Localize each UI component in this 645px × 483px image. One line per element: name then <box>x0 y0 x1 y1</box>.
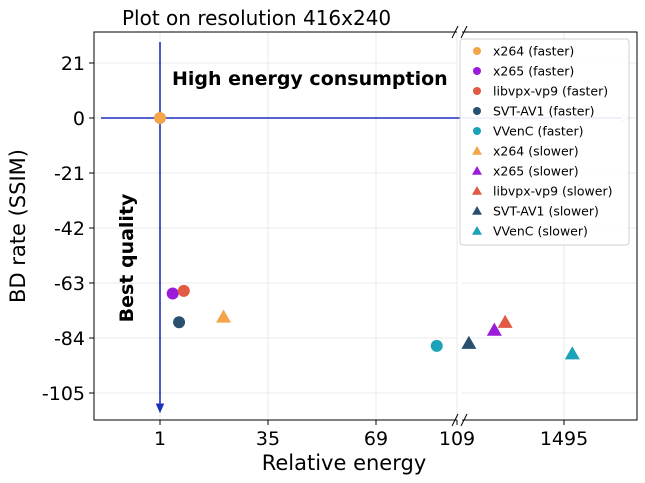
x-tick-label: 35 <box>256 428 280 450</box>
data-point <box>497 314 513 328</box>
legend-box <box>459 38 630 246</box>
legend-label: VVenC (slower) <box>493 224 588 239</box>
legend-label: SVT-AV1 (slower) <box>493 204 599 219</box>
data-point <box>486 322 502 336</box>
data-point <box>154 112 166 124</box>
data-points <box>154 112 580 360</box>
y-tick-label: 21 <box>61 53 85 75</box>
annotation-best-quality: Best quality <box>116 193 138 322</box>
axis-ticks: 21 0 -21 -42 -63 -84 -105 1 35 69 109 1495 <box>42 53 588 450</box>
x-tick-label: 1 <box>154 428 166 450</box>
annotation-high-energy: High energy consumption <box>172 68 448 90</box>
right-frame <box>462 31 638 421</box>
legend-label: VVenC (faster) <box>493 124 584 139</box>
legend-marker <box>472 186 482 195</box>
plot-frame <box>93 25 638 427</box>
legend-marker <box>473 107 481 115</box>
data-point <box>430 339 443 352</box>
data-point <box>461 335 477 349</box>
x-tick-label: 69 <box>364 428 388 450</box>
axis-break-mark <box>460 413 468 427</box>
left-frame <box>93 31 457 421</box>
legend: x264 (faster) x265 (faster) libvpx-vp9 (fa… <box>459 38 630 246</box>
data-point <box>166 287 179 300</box>
data-point <box>177 284 190 297</box>
legend-label: SVT-AV1 (faster) <box>493 104 595 119</box>
data-point <box>173 316 186 329</box>
legend-marker <box>473 127 481 135</box>
legend-label: libvpx-vp9 (faster) <box>493 84 608 99</box>
legend-label: x264 (faster) <box>493 44 574 59</box>
legend-marker <box>473 87 481 95</box>
data-point <box>216 309 232 323</box>
y-axis-title: BD rate (SSIM) <box>6 149 30 303</box>
legend-marker <box>472 206 482 215</box>
axis-break-mark <box>451 25 459 39</box>
legend-label: x265 (slower) <box>493 164 579 179</box>
legend-marker <box>472 166 482 175</box>
y-tick-label: -105 <box>42 383 85 405</box>
y-tick-label: -42 <box>54 218 85 240</box>
legend-marker <box>473 47 481 55</box>
axis-break-mark <box>460 25 468 39</box>
y-tick-label: -84 <box>54 328 85 350</box>
legend-marker <box>472 146 482 155</box>
y-tick-label: -21 <box>54 163 85 185</box>
legend-label: x265 (faster) <box>493 64 574 79</box>
data-point <box>564 346 580 360</box>
legend-marker <box>472 226 482 235</box>
x-tick-label: 1495 <box>540 428 588 450</box>
vertical-arrow-head <box>155 403 165 414</box>
x-axis-title: Relative energy <box>262 451 427 475</box>
legend-label: libvpx-vp9 (slower) <box>493 184 612 199</box>
y-tick-label: 0 <box>73 108 85 130</box>
legend-marker <box>473 67 481 75</box>
y-tick-label: -63 <box>54 273 85 295</box>
chart-title: Plot on resolution 416x240 <box>122 6 391 30</box>
axis-break-mark <box>451 413 459 427</box>
legend-label: x264 (slower) <box>493 144 579 159</box>
x-tick-label: 109 <box>439 428 475 450</box>
